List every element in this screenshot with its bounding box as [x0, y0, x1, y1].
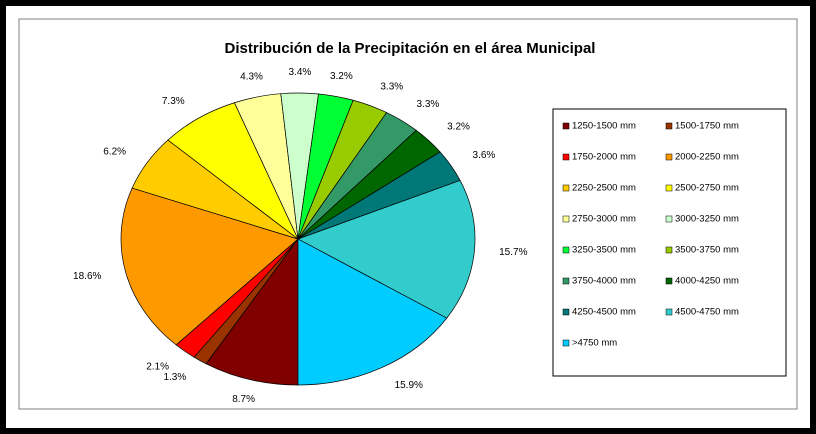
pie-slice — [120, 187, 299, 346]
data-label: 8.7% — [232, 394, 255, 405]
legend-label: >4750 mm — [572, 338, 617, 349]
data-label: 1.3% — [163, 372, 186, 383]
legend-label: 4500-4750 mm — [675, 307, 739, 318]
legend-label: 2000-2250 mm — [675, 152, 739, 163]
legend-box — [552, 108, 787, 377]
data-label: 3.4% — [289, 67, 312, 78]
legend-swatch — [562, 277, 570, 285]
legend-label: 3500-3750 mm — [675, 245, 739, 256]
legend-label: 2750-3000 mm — [572, 214, 636, 225]
pie-slice — [297, 238, 448, 386]
legend-label: 3250-3500 mm — [572, 245, 636, 256]
legend-swatch — [562, 215, 570, 223]
legend-label: 3750-4000 mm — [572, 276, 636, 287]
legend-label: 1500-1750 mm — [675, 121, 739, 132]
legend-label: 1750-2000 mm — [572, 152, 636, 163]
legend-swatch — [562, 308, 570, 316]
legend-label: 2250-2500 mm — [572, 183, 636, 194]
data-label: 3.3% — [380, 82, 403, 93]
legend-label: 4250-4500 mm — [572, 307, 636, 318]
data-label: 3.6% — [473, 150, 496, 161]
legend-swatch — [665, 277, 673, 285]
legend-swatch — [562, 339, 570, 347]
legend-swatch — [665, 246, 673, 254]
legend-swatch — [562, 153, 570, 161]
data-label: 2.1% — [146, 362, 169, 373]
pie-slice — [205, 237, 299, 386]
legend-swatch — [562, 122, 570, 130]
legend-label: 3000-3250 mm — [675, 214, 739, 225]
legend-swatch — [665, 153, 673, 161]
data-label: 7.3% — [162, 96, 185, 107]
data-label: 3.2% — [447, 122, 470, 133]
legend-label: 2500-2750 mm — [675, 183, 739, 194]
data-label: 3.3% — [417, 99, 440, 110]
data-label: 15.7% — [499, 247, 527, 258]
data-label: 6.2% — [103, 147, 126, 158]
legend-swatch — [562, 184, 570, 192]
legend-swatch — [562, 246, 570, 254]
data-label: 4.3% — [240, 72, 263, 83]
data-label: 15.9% — [395, 380, 423, 391]
legend-swatch — [665, 122, 673, 130]
legend-swatch — [665, 308, 673, 316]
legend-label: 4000-4250 mm — [675, 276, 739, 287]
chart-title: Distribución de la Precipitación en el á… — [225, 40, 596, 57]
legend-label: 1250-1500 mm — [572, 121, 636, 132]
data-label: 18.6% — [73, 271, 101, 282]
legend-swatch — [665, 215, 673, 223]
legend-swatch — [665, 184, 673, 192]
pie-slice — [297, 180, 476, 319]
data-label: 3.2% — [330, 71, 353, 82]
